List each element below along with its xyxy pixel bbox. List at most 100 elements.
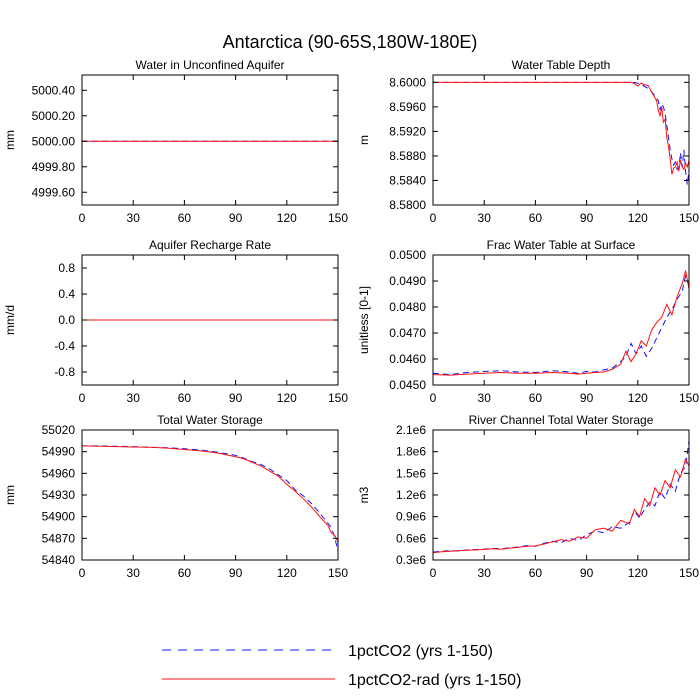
panel-river-channel-total-water-storage: 0 30 60 90 120 150 0.3e6 0.6e6 0.9e6 1.2e6 1.5e6 1.…: [357, 413, 699, 580]
x-tick-label: 120: [277, 566, 297, 580]
plot-frame: [432, 429, 690, 561]
plot-frame: [81, 74, 339, 206]
x-tick-label: 0: [79, 391, 86, 405]
x-tick-label: 0: [79, 211, 86, 225]
y-tick-label: 54990: [42, 445, 76, 459]
y-tick-label: 0.0460: [389, 352, 426, 366]
panel-title: Frac Water Table at Surface: [487, 238, 636, 252]
x-tick-label: 30: [478, 211, 492, 225]
x-tick-label: 60: [178, 211, 192, 225]
y-axis-label: mm: [3, 130, 17, 150]
y-tick-label: 5000.00: [32, 134, 76, 148]
y-tick-label: 0.0470: [389, 326, 426, 340]
y-tick-label: 2.1e6: [396, 423, 426, 437]
y-tick-label: 0.4: [58, 287, 75, 301]
x-tick-label: 120: [628, 566, 648, 580]
x-tick-label: 60: [529, 211, 543, 225]
x-tick-label: 90: [580, 391, 594, 405]
legend: 1pctCO2 (yrs 1-150) 1pctCO2-rad (yrs 1-1…: [162, 643, 521, 689]
y-axis-label: unitless [0-1]: [357, 286, 371, 354]
series-line-dashed: [433, 440, 689, 553]
y-tick-label: 0.9e6: [396, 510, 426, 524]
x-tick-label: 60: [529, 391, 543, 405]
x-tick-label: 150: [679, 391, 699, 405]
panel-title: Total Water Storage: [157, 413, 263, 427]
x-tick-label: 60: [178, 391, 192, 405]
y-tick-label: -0.4: [54, 339, 75, 353]
x-tick-label: 120: [628, 211, 648, 225]
y-tick-label: 8.6000: [389, 75, 426, 89]
panel-water-table-depth: 0 30 60 90 120 150 8.5800 8.5840 8.5880 8.5920 8.5…: [357, 58, 699, 225]
y-tick-label: 1.2e6: [396, 488, 426, 502]
y-tick-label: 1.5e6: [396, 466, 426, 480]
series-group: [433, 81, 689, 185]
x-tick-label: 90: [580, 211, 594, 225]
y-tick-label: 0.0480: [389, 300, 426, 314]
x-tick-label: 30: [478, 566, 492, 580]
y-axis-label: mm: [3, 485, 17, 505]
y-tick-label: 55020: [42, 423, 76, 437]
x-tick-label: 0: [79, 566, 86, 580]
x-tick-label: 30: [478, 391, 492, 405]
y-tick-label: 0.6e6: [396, 531, 426, 545]
x-tick-label: 150: [328, 566, 348, 580]
panel-title: River Channel Total Water Storage: [469, 413, 654, 427]
panel-title: Water in Unconfined Aquifer: [136, 58, 285, 72]
panel-total-water-storage: 0 30 60 90 120 150 54840 54870 54900 54930 54960 54…: [3, 413, 348, 580]
x-tick-label: 0: [430, 566, 437, 580]
panel-title: Water Table Depth: [512, 58, 611, 72]
series-line-dashed: [82, 445, 338, 552]
y-tick-label: 1.8e6: [396, 445, 426, 459]
x-tick-label: 120: [277, 211, 297, 225]
series-group: [433, 440, 689, 554]
x-tick-label: 0: [430, 211, 437, 225]
x-tick-label: 150: [679, 211, 699, 225]
y-tick-label: 8.5960: [389, 100, 426, 114]
y-tick-label: 54870: [42, 531, 76, 545]
x-tick-label: 120: [277, 391, 297, 405]
y-tick-label: 8.5880: [389, 149, 426, 163]
y-tick-label: 8.5920: [389, 124, 426, 138]
series-group: [82, 445, 338, 552]
x-tick-label: 150: [679, 566, 699, 580]
series-line-solid: [82, 445, 338, 543]
y-tick-label: 0.0450: [389, 378, 426, 392]
y-tick-label: 0.0490: [389, 274, 426, 288]
x-tick-label: 30: [127, 391, 141, 405]
y-tick-label: 54930: [42, 488, 76, 502]
y-tick-label: 0.0: [58, 313, 75, 327]
series-line-dashed: [433, 81, 689, 185]
x-tick-label: 30: [127, 566, 141, 580]
series-group: [433, 270, 689, 376]
y-tick-label: 54960: [42, 466, 76, 480]
series-line-solid: [433, 81, 689, 175]
y-tick-label: 54840: [42, 553, 76, 567]
panel-water-in-unconfined-aquifer: 0 30 60 90 120 150 4999.60 4999.80 5000.00 5000.2…: [3, 58, 348, 225]
x-tick-label: 30: [127, 211, 141, 225]
y-tick-label: 0.3e6: [396, 553, 426, 567]
y-tick-label: 5000.20: [32, 109, 76, 123]
y-tick-label: 0.8: [58, 261, 75, 275]
x-tick-label: 90: [229, 391, 243, 405]
y-tick-label: 8.5840: [389, 173, 426, 187]
series-line-dashed: [433, 273, 689, 376]
y-axis-label: m: [357, 135, 371, 145]
y-axis-label: mm/d: [3, 305, 17, 335]
series-line-solid: [433, 457, 689, 554]
panel-title: Aquifer Recharge Rate: [149, 238, 271, 252]
plot-frame: [432, 254, 690, 386]
y-tick-label: -0.8: [54, 365, 75, 379]
x-tick-label: 90: [229, 211, 243, 225]
x-tick-label: 60: [178, 566, 192, 580]
y-tick-label: 5000.40: [32, 83, 76, 97]
y-tick-label: 4999.80: [32, 160, 76, 174]
x-tick-label: 150: [328, 211, 348, 225]
plot-frame: [432, 74, 690, 206]
y-tick-label: 0.0500: [389, 248, 426, 262]
panels-group: 0 30 60 90 120 150 4999.60 4999.80 5000.00 5000.2…: [3, 58, 699, 580]
legend-label-1pctCO2: 1pctCO2 (yrs 1-150): [348, 643, 493, 660]
y-axis-label: m3: [357, 486, 371, 503]
panel-frac-water-table-at-surface: 0 30 60 90 120 150 0.0450 0.0460 0.0470 0.0480 0.0…: [357, 238, 699, 405]
panel-aquifer-recharge-rate: 0 30 60 90 120 150 -0.8 -0.4 0.0 0.4 0.8 Aquifer Re…: [3, 238, 348, 405]
